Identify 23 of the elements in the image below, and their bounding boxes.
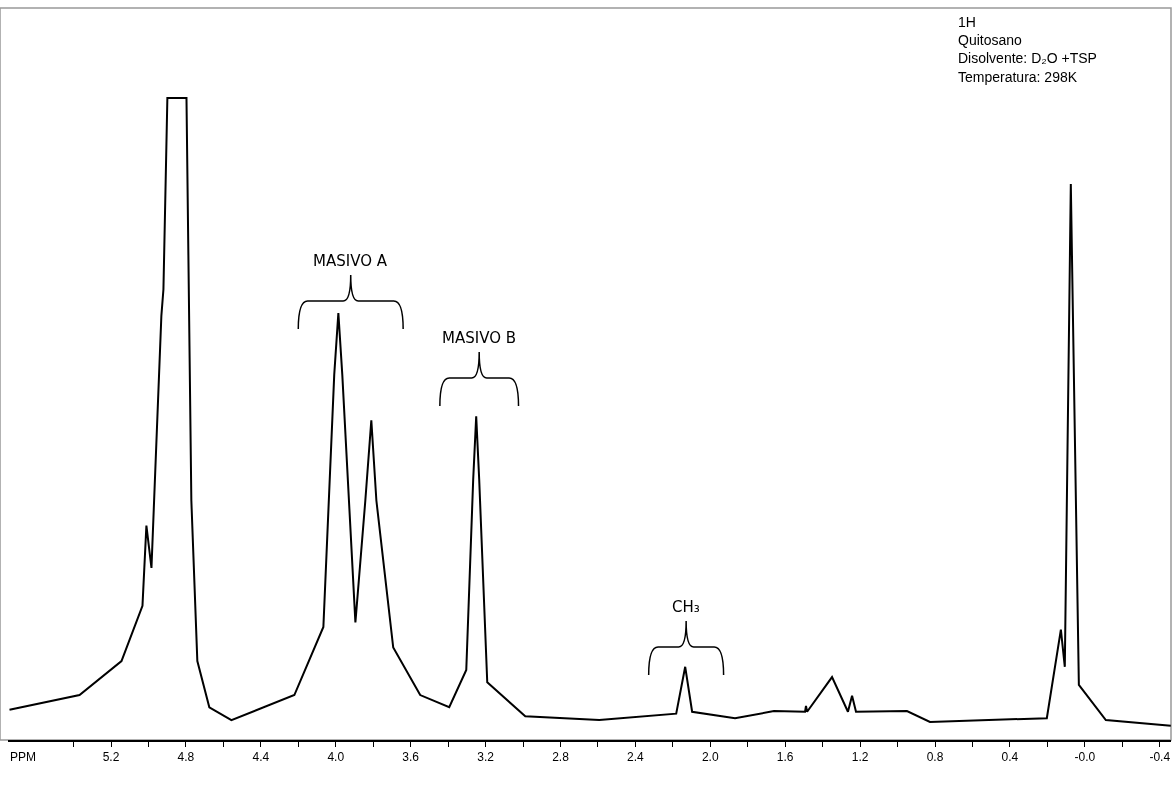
annotation: MASIVO A xyxy=(313,252,388,270)
x-tick-label: -0.4 xyxy=(1149,750,1171,765)
x-tick-label: 1.6 xyxy=(776,750,794,765)
text: Disolvente: D₂O +TSP xyxy=(958,50,1097,67)
x-tick-label: 0.4 xyxy=(1001,750,1019,765)
x-tick-label: 0.8 xyxy=(926,750,944,765)
x-tick-label: -0.0 xyxy=(1074,750,1096,765)
x-tick-label: 1.2 xyxy=(851,750,869,765)
x-tick-label: 3.6 xyxy=(402,750,420,765)
x-tick-label: 2.8 xyxy=(552,750,570,765)
x-tick-label: 2.0 xyxy=(701,750,719,765)
x-tick-label: 3.2 xyxy=(477,750,495,765)
x-tick-label: 4.4 xyxy=(252,750,270,765)
x-tick-label: 4.0 xyxy=(327,750,345,765)
x-axis-title: PPM xyxy=(10,750,37,764)
x-tick-label: 4.8 xyxy=(177,750,195,765)
text: 1H xyxy=(958,14,976,30)
text: Temperatura: 298K xyxy=(958,68,1078,85)
annotation: CH₃ xyxy=(672,598,700,616)
text: Quitosano xyxy=(958,32,1023,49)
x-tick-label: 5.2 xyxy=(102,750,120,765)
annotation: MASIVO B xyxy=(442,329,517,347)
x-tick-label: 2.4 xyxy=(627,750,645,765)
